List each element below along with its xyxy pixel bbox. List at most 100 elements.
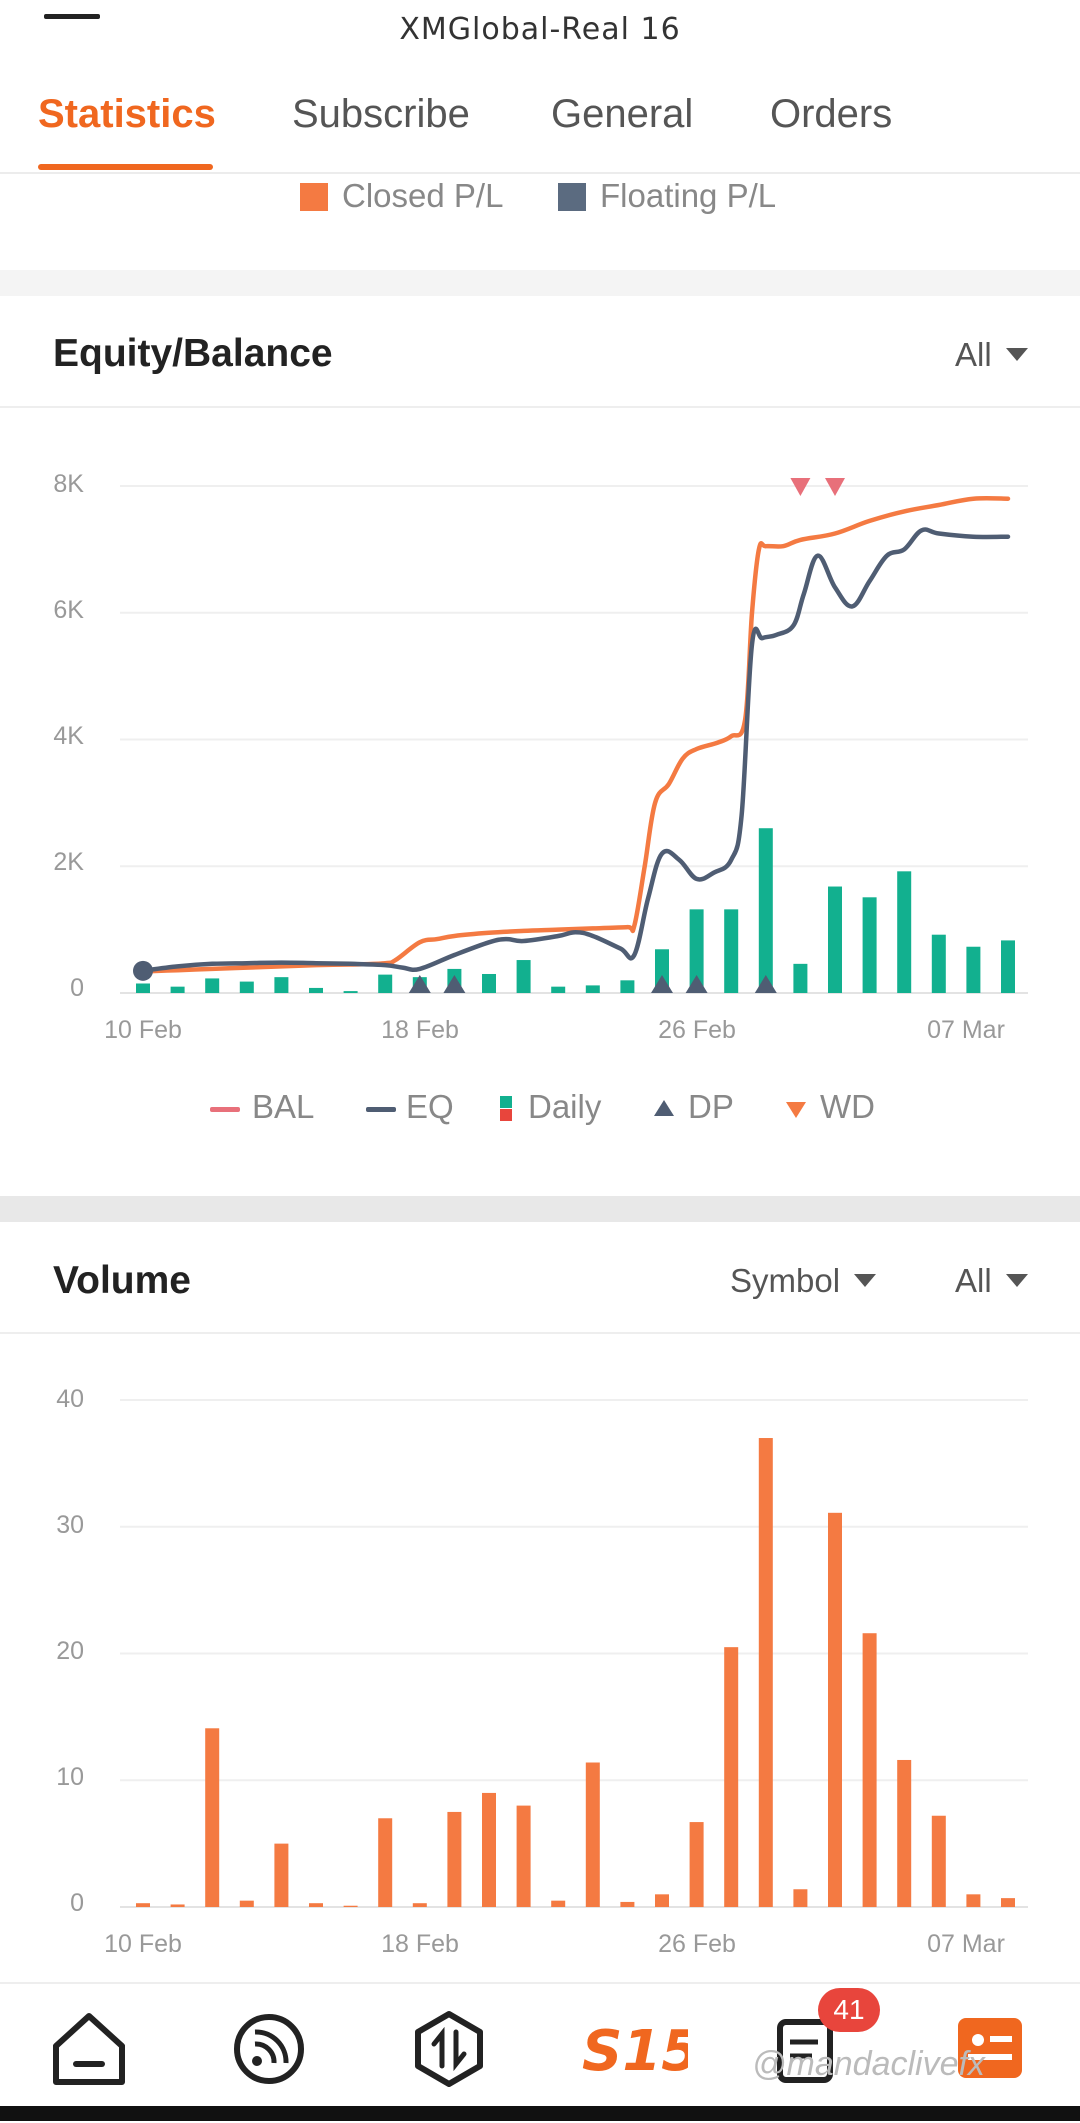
tab-bar: Statistics Subscribe General Orders [0,92,1080,172]
active-tab-indicator [38,164,213,170]
daily-bar [966,946,981,993]
equity-range-label: All [955,336,992,373]
menu-icon[interactable] [44,0,100,30]
feed-icon[interactable] [224,2004,314,2094]
volume-bar [931,1815,946,1907]
volume-symbol-dropdown[interactable]: Symbol [730,1262,877,1300]
daily-bar [655,949,669,993]
volume-bar [447,1811,462,1907]
orders-icon[interactable] [760,2004,850,2094]
top-bar: XMGlobal-Real 16 Statistics Subscribe Ge… [0,0,1080,172]
system-bar [0,2106,1080,2121]
volume-bar [205,1728,220,1907]
equity-range-dropdown[interactable]: All [955,336,1028,374]
wd-marker [790,478,811,496]
closed-pl-swatch [300,183,328,211]
vol-ytick: 10 [56,1763,84,1791]
volume-bar [689,1822,704,1907]
vol-xtick: 07 Mar [927,1930,1005,1958]
volume-bar [862,1633,877,1907]
bottom-nav: S15 [0,1982,1080,2123]
vol-ytick: 40 [56,1385,84,1413]
s15-logo-icon[interactable]: S15 [578,2004,700,2094]
dp-legend-label: DP [688,1088,734,1125]
daily-bar [551,986,566,993]
eq-xtick: 10 Feb [104,1016,182,1044]
eq-ytick: 0 [70,974,84,1002]
daily-bar [274,977,289,993]
trade-icon[interactable] [404,2004,494,2094]
equity-header: Equity/Balance All [0,296,1080,408]
notification-badge: 41 [818,1988,880,2032]
eq-xtick: 26 Feb [658,1016,736,1044]
profile-icon[interactable] [950,2004,1040,2094]
volume-bar [309,1903,323,1907]
dp-marker [651,975,673,993]
dp-marker [754,975,777,993]
floating-pl-label: Floating P/L [600,177,777,214]
volume-bar [239,1900,254,1907]
vol-ytick: 0 [70,1889,84,1917]
wd-marker [825,478,845,496]
volume-range-dropdown[interactable]: All [955,1262,1028,1300]
volume-bar [412,1903,427,1907]
volume-range-label: All [955,1262,992,1299]
volume-title: Volume [53,1259,191,1302]
eq-legend-icon [366,1107,396,1112]
daily-bar [412,977,427,993]
watermark: @mandaclivefx [752,2045,985,2083]
daily-bar [170,986,185,993]
dp-marker [443,975,466,993]
floating-pl-swatch [558,183,586,211]
daily-bar [343,991,358,993]
daily-bar [309,987,323,993]
vol-xtick: 26 Feb [658,1930,736,1958]
daily-bar [239,981,254,993]
daily-bar [862,897,877,993]
dp-marker [408,975,431,993]
bal-legend-label: BAL [252,1088,315,1125]
daily-legend-icon [500,1096,512,1121]
volume-bar [378,1818,393,1907]
wd-legend-label: WD [820,1088,875,1125]
daily-bar [205,978,220,993]
pl-legend: Closed P/L Floating P/L [0,175,1080,235]
equity-legend: BAL EQ Daily DP WD [0,1088,1080,1138]
volume-bar [274,1843,289,1907]
eq-start-marker [133,960,153,981]
vol-xtick: 18 Feb [381,1930,459,1958]
account-title: XMGlobal-Real 16 [399,12,681,47]
tab-general[interactable]: General [551,92,694,136]
volume-bar [655,1894,669,1907]
daily-bar [585,985,600,993]
chevron-down-icon [854,1273,877,1287]
closed-pl-label: Closed P/L [342,177,504,214]
volume-bar [897,1759,912,1907]
eq-xtick: 18 Feb [381,1016,459,1044]
chevron-down-icon [1005,347,1028,361]
volume-bar [793,1889,808,1907]
volume-bar [966,1894,981,1907]
equity-title: Equity/Balance [53,332,333,375]
volume-bar [136,1903,150,1907]
dp-legend-icon [654,1100,674,1116]
eq-ytick: 4K [53,722,84,750]
dp-marker [685,975,708,993]
volume-bar [482,1792,496,1907]
volume-bar [828,1512,842,1907]
eq-ytick: 2K [53,848,84,876]
eq-line [140,527,1011,974]
svg-text:S15: S15 [582,2019,688,2084]
home-icon[interactable] [44,2004,134,2094]
eq-ytick: 6K [53,596,84,624]
tab-orders[interactable]: Orders [770,92,893,136]
tab-subscribe[interactable]: Subscribe [292,92,470,136]
daily-bar [378,974,393,993]
chevron-down-icon [1005,1273,1028,1287]
bal-legend-icon [210,1107,240,1112]
eq-xtick: 07 Mar [927,1016,1005,1044]
tab-statistics[interactable]: Statistics [38,92,216,136]
volume-bar [551,1900,566,1907]
volume-bar [620,1901,635,1907]
daily-bar [828,886,842,993]
